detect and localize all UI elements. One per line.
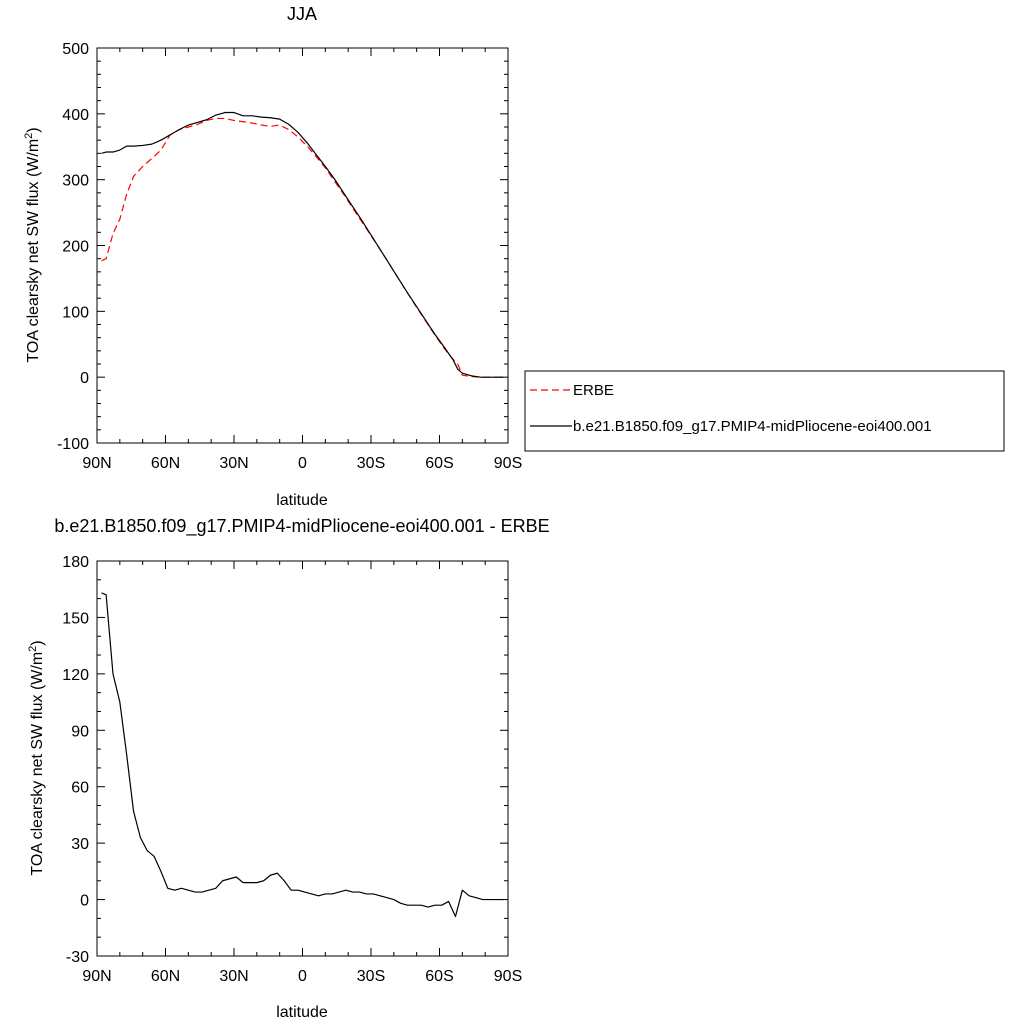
top-plot-y-tick-labels: -100 0 100 200 300 400 500 xyxy=(57,41,89,453)
top-plot-y-axis-label: TOA clearsky net SW flux (W/m2) xyxy=(23,127,42,362)
top-plot-y-tick-label: 200 xyxy=(62,239,89,256)
top-plot-y-tick-label: 400 xyxy=(62,107,89,124)
top-plot-y-tick-label: -100 xyxy=(57,436,89,453)
top-plot-x-tick-label: 60N xyxy=(151,455,180,472)
bottom-plot-y-tick-label: 120 xyxy=(62,667,89,684)
bottom-plot-x-tick-label: 30S xyxy=(357,968,385,985)
bottom-plot-x-tick-labels: 90N 60N 30N 0 30S 60S 90S xyxy=(82,968,522,985)
top-plot-x-tick-label: 60S xyxy=(425,455,453,472)
top-plot-y-tick-label: 500 xyxy=(62,41,89,58)
legend-entry-erbe: ERBE xyxy=(573,382,614,399)
bottom-plot-y-tick-label: 90 xyxy=(71,723,89,740)
legend-box xyxy=(524,370,1005,452)
bottom-plot-series-layer xyxy=(101,592,504,918)
top-plot-series-layer xyxy=(101,111,504,378)
bottom-plot-y-tick-label: 30 xyxy=(71,836,89,853)
top-plot-legend: ERBE b.e21.B1850.f09_g17.PMIP4-midPlioce… xyxy=(524,370,1005,452)
bottom-plot-y-axis-label-sup: 2 xyxy=(27,646,39,652)
bottom-plot-y-axis-label-main: TOA clearsky net SW flux (W/m xyxy=(29,652,46,876)
bottom-plot-x-tick-label: 60S xyxy=(425,968,453,985)
bottom-plot-y-tick-label: 60 xyxy=(71,780,89,797)
top-plot-y-tick-label: 100 xyxy=(62,304,89,321)
top-plot-x-tick-label: 90S xyxy=(494,455,522,472)
bottom-plot-y-tick-label: 180 xyxy=(62,554,89,571)
bottom-plot-y-tick-label: -30 xyxy=(66,949,89,966)
bottom-plot-y-axis-label: TOA clearsky net SW flux (W/m2) xyxy=(27,640,46,875)
top-plot-frame xyxy=(96,47,509,444)
bottom-plot-y-tick-labels: -30 0 30 60 90 120 150 180 xyxy=(62,554,89,966)
bottom-plot-y-tick-label: 150 xyxy=(62,610,89,627)
bottom-plot-series-line-0 xyxy=(101,592,504,918)
top-plot-ticks xyxy=(96,47,509,444)
bottom-plot-ticks xyxy=(96,560,509,957)
bottom-plot-frame xyxy=(96,560,509,957)
bottom-plot: b.e21.B1850.f09_g17.PMIP4-midPliocene-eo… xyxy=(27,516,550,1021)
top-plot-y-axis-label-main: TOA clearsky net SW flux (W/m xyxy=(25,139,42,363)
bottom-plot-x-tick-label: 90S xyxy=(494,968,522,985)
bottom-plot-x-tick-label: 90N xyxy=(82,968,111,985)
top-plot-x-axis-label: latitude xyxy=(276,492,328,509)
top-plot-x-tick-labels: 90N 60N 30N 0 30S 60S 90S xyxy=(82,455,522,472)
top-plot: JJA -100 0 100 200 300 400 500 90N 60N 30N 0 30S 60… xyxy=(23,4,1005,509)
bottom-plot-x-tick-label: 60N xyxy=(151,968,180,985)
bottom-plot-x-axis-label: latitude xyxy=(276,1004,328,1021)
top-plot-y-tick-label: 300 xyxy=(62,173,89,190)
bottom-plot-y-axis-label-end: ) xyxy=(29,640,46,645)
top-plot-title: JJA xyxy=(287,4,317,24)
top-plot-series-line-1 xyxy=(101,111,504,378)
legend-entry-model: b.e21.B1850.f09_g17.PMIP4-midPliocene-eo… xyxy=(573,418,932,435)
bottom-plot-title: b.e21.B1850.f09_g17.PMIP4-midPliocene-eo… xyxy=(54,516,549,537)
top-plot-y-tick-label: 0 xyxy=(80,370,89,387)
top-plot-y-axis-label-end: ) xyxy=(25,127,42,132)
top-plot-x-tick-label: 0 xyxy=(298,455,307,472)
top-plot-y-axis-label-sup: 2 xyxy=(23,133,35,139)
top-plot-series-line-0 xyxy=(101,117,504,378)
bottom-plot-x-tick-label: 30N xyxy=(219,968,248,985)
top-plot-x-tick-label: 90N xyxy=(82,455,111,472)
bottom-plot-x-tick-label: 0 xyxy=(298,968,307,985)
top-plot-x-tick-label: 30N xyxy=(219,455,248,472)
bottom-plot-y-tick-label: 0 xyxy=(80,893,89,910)
top-plot-x-tick-label: 30S xyxy=(357,455,385,472)
